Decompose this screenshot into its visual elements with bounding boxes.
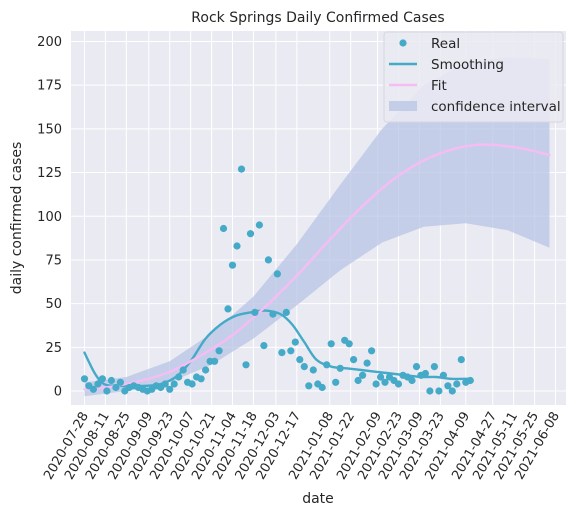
real-data-point [89, 385, 97, 393]
legend-label-smoothing: Smoothing [431, 57, 504, 73]
real-data-point [166, 385, 174, 393]
real-data-point [426, 387, 434, 395]
y-tick-label: 125 [37, 166, 62, 181]
real-data-point [291, 338, 299, 346]
data-points [80, 165, 474, 395]
real-data-point [296, 356, 304, 364]
y-tick-label: 100 [37, 210, 62, 225]
real-data-point [466, 376, 474, 385]
real-data-point [345, 340, 353, 348]
real-data-point [188, 380, 196, 388]
real-data-point [336, 364, 344, 372]
real-data-point [219, 224, 228, 233]
y-tick-label: 175 [37, 79, 62, 94]
real-data-point [103, 387, 111, 395]
real-data-point [80, 375, 89, 383]
y-tick-label: 75 [45, 253, 62, 268]
real-data-point [179, 366, 187, 374]
real-data-point [211, 357, 219, 365]
real-data-point [421, 369, 429, 378]
real-data-point [197, 375, 205, 383]
real-data-point [377, 373, 385, 381]
real-data-point [251, 308, 259, 316]
confidence-interval-band [84, 57, 550, 397]
real-data-point [359, 371, 367, 379]
legend-swatch-confidence-interval [389, 101, 417, 111]
real-data-point [457, 356, 465, 364]
real-data-point [112, 383, 120, 392]
real-data-point [323, 361, 331, 369]
real-data-point [269, 310, 277, 318]
real-data-point [255, 221, 263, 229]
real-data-point [444, 382, 452, 390]
y-tick-label: 0 [54, 385, 62, 400]
y-tick-label: 25 [45, 341, 62, 356]
y-tick-label: 200 [37, 35, 62, 50]
real-data-point [439, 371, 447, 379]
real-data-point [273, 270, 281, 278]
real-data-point [430, 363, 438, 371]
legend: Real Smoothing Fit confidence interval [383, 31, 564, 123]
y-tick-label: 50 [45, 297, 62, 312]
real-data-point [327, 340, 335, 348]
real-data-point [408, 376, 416, 385]
real-data-point [246, 230, 255, 238]
real-data-point [448, 387, 456, 395]
real-data-point [309, 366, 317, 374]
real-data-point [215, 347, 223, 355]
real-data-point [305, 382, 313, 390]
legend-box [383, 31, 564, 123]
real-data-point [237, 165, 246, 173]
real-data-point [300, 363, 308, 371]
real-data-point [170, 380, 178, 388]
real-data-point [453, 380, 461, 388]
real-data-point [224, 305, 232, 313]
real-data-point [116, 378, 124, 386]
confidence-band [84, 57, 550, 397]
real-data-point [264, 256, 272, 264]
real-data-point [278, 349, 286, 357]
real-data-point [175, 373, 183, 381]
real-data-point [228, 261, 237, 269]
real-data-point [381, 378, 389, 386]
real-data-point [260, 342, 268, 350]
y-axis-label: daily confirmed cases [9, 142, 25, 295]
real-data-point [350, 356, 358, 364]
legend-label-real: Real [431, 36, 460, 52]
real-data-point [287, 347, 295, 355]
legend-swatch-real [399, 39, 407, 47]
real-data-point [372, 380, 380, 388]
real-data-point [94, 380, 102, 388]
legend-label-confidence-interval: confidence interval [431, 99, 561, 115]
real-data-point [318, 383, 326, 392]
fit-line [83, 143, 551, 391]
real-data-point [435, 387, 443, 395]
real-data-point [202, 366, 210, 374]
real-data-point [363, 359, 371, 367]
real-data-point [282, 308, 290, 316]
y-tick-label: 150 [37, 122, 62, 137]
legend-label-fit: Fit [431, 78, 447, 94]
x-tick-labels: 2020-07-282020-08-112020-08-252020-09-09… [41, 409, 563, 482]
real-data-point [332, 378, 340, 386]
real-data-point [107, 376, 115, 385]
real-data-point [98, 375, 106, 383]
real-data-point [394, 380, 403, 388]
chart-title: Rock Springs Daily Confirmed Cases [191, 10, 444, 26]
x-axis-label: date [302, 491, 334, 507]
real-data-point [161, 380, 169, 388]
real-data-point [233, 242, 241, 250]
real-data-point [242, 361, 250, 369]
real-data-point [412, 363, 421, 371]
real-data-point [354, 376, 362, 385]
real-data-point [368, 347, 376, 355]
y-tick-labels: 0 25 50 75 100 125 150 175 200 [37, 35, 62, 400]
